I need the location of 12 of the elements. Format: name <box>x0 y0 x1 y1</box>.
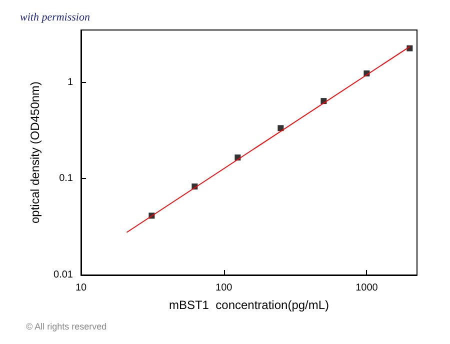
y-axis-title: optical density (OD450nm) <box>28 81 42 224</box>
y-tick-label: 0.1 <box>59 173 74 184</box>
x-tick-label: 100 <box>216 282 233 294</box>
x-tick-label: 1000 <box>356 282 378 294</box>
point <box>406 45 413 52</box>
text: © All rights reserved <box>26 322 107 332</box>
y-tick-label: 0.01 <box>54 270 74 280</box>
point <box>278 125 284 132</box>
x-tick-label: 10 <box>75 282 87 294</box>
text: with permission <box>20 12 90 24</box>
y-tick-label: 1 <box>67 76 74 88</box>
x-axis-title: mBST1 concentration(pg/mL) <box>168 298 330 312</box>
